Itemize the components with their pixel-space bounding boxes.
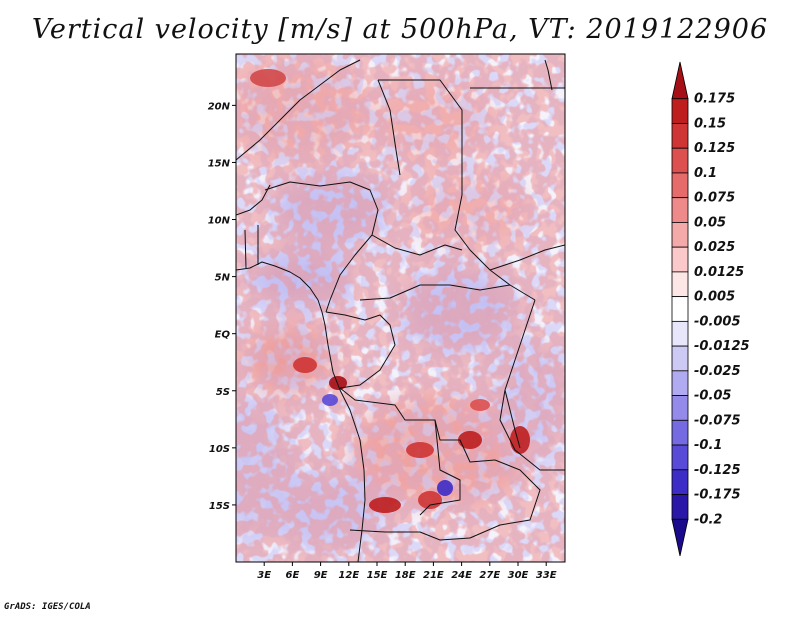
colorbar-bin <box>671 222 689 248</box>
colorbar-label: 0.125 <box>694 141 735 156</box>
colorbar-bin <box>671 345 689 372</box>
lon-tick-label: 12E <box>338 570 359 581</box>
colorbar-label: -0.05 <box>694 389 731 404</box>
colorbar-label: -0.2 <box>694 512 722 527</box>
colorbar-bin <box>671 246 689 273</box>
colorbar-label: -0.075 <box>694 413 741 428</box>
colorbar-bin <box>671 197 689 223</box>
border-zambia-east <box>469 459 541 539</box>
border-nigeria-cameroon <box>325 234 373 313</box>
colorbar-label: -0.025 <box>694 364 741 379</box>
map-title: Vertical velocity [m/s] at 500hPa, VT: 2… <box>31 14 769 45</box>
lat-tick-label: 15N <box>208 158 231 169</box>
border-libya-sudan <box>378 79 463 195</box>
colorbar-bin <box>671 395 689 421</box>
border-congo <box>325 311 396 389</box>
colorbar-label: 0.05 <box>694 215 726 230</box>
colorbar-bin <box>671 320 689 347</box>
colorbar-label: 0.075 <box>694 191 735 206</box>
lat-tick-label: 10S <box>209 444 230 455</box>
border-lake-tanganyika <box>504 389 521 449</box>
border-angola-namibia <box>349 529 471 541</box>
colorbar-bin <box>671 518 689 557</box>
lat-tick-label: 20N <box>208 101 231 112</box>
colorbar-label: 0.025 <box>694 240 735 255</box>
lon-tick-label: 6E <box>286 570 300 581</box>
colorbar-bin <box>671 419 689 446</box>
colorbar-label: -0.1 <box>694 438 722 453</box>
colorbar-bin <box>671 172 689 199</box>
colorbar-label: -0.005 <box>694 314 741 329</box>
colorbar-bin <box>671 271 689 298</box>
colorbar-bin <box>671 370 689 396</box>
lat-tick-label: 15S <box>209 501 230 512</box>
lon-tick-label: 9E <box>314 570 328 581</box>
border-mali-region <box>236 184 271 216</box>
border-west-coast-states <box>244 225 259 269</box>
border-chad-car <box>371 234 463 256</box>
colorbar-label: 0.175 <box>694 92 735 107</box>
lon-tick-label: 18E <box>395 570 416 581</box>
colorbar-bin <box>671 494 689 520</box>
colorbar-bin <box>671 444 689 471</box>
colorbar-label: 0.15 <box>694 116 726 131</box>
colorbar-bin <box>671 98 689 124</box>
colorbar-label: 0.005 <box>694 290 735 305</box>
lat-tick-label: 5S <box>216 387 230 398</box>
colorbar-label: 0.0125 <box>694 265 744 280</box>
velocity-field <box>236 54 565 562</box>
boundaries <box>236 59 565 562</box>
credit-text: GrADS: IGES/COLA <box>4 602 91 612</box>
lat-tick-label: 10N <box>208 216 231 227</box>
colorbar: 0.175 0.15 0.125 0.1 0.075 0.05 0.025 0.0125 0.0… <box>671 61 750 557</box>
lat-tick-label: EQ <box>215 330 231 341</box>
border-nile-states <box>489 244 565 271</box>
lon-tick-label: 33E <box>536 570 557 581</box>
lon-tick-label: 27E <box>479 570 500 581</box>
colorbar-bin <box>671 61 689 100</box>
lon-tick-label: 24E <box>451 570 472 581</box>
border-niger-libya <box>377 79 401 176</box>
colorbar-label: 0.1 <box>694 166 717 181</box>
border-chad-sudan <box>454 194 511 286</box>
colorbar-bin <box>671 123 689 149</box>
border-upper-nile <box>470 59 565 91</box>
border-algeria-niger <box>236 59 361 161</box>
lon-tick-label: 3E <box>257 570 271 581</box>
colorbar-label: -0.175 <box>694 488 741 503</box>
colorbar-label: -0.125 <box>694 463 741 478</box>
axis-ticks: 3E 6E 9E 12E 15E 18E 21E 24E 27E 30E 33E 20N 15N 10N 5… <box>208 101 557 581</box>
lat-tick-label: 5N <box>215 273 231 284</box>
coastline <box>236 261 366 562</box>
lon-tick-label: 15E <box>367 570 388 581</box>
colorbar-bin <box>671 296 689 322</box>
lon-tick-label: 21E <box>423 570 444 581</box>
colorbar-label: -0.0125 <box>694 339 750 354</box>
lon-tick-label: 30E <box>508 570 529 581</box>
border-niger-nigeria <box>264 181 379 236</box>
border-angola-zambia <box>419 419 461 516</box>
colorbar-bin <box>671 147 689 174</box>
plot-frame <box>235 53 566 563</box>
colorbar-bin <box>671 469 689 495</box>
border-car-drc <box>359 284 536 301</box>
border-east-africa <box>499 299 565 471</box>
